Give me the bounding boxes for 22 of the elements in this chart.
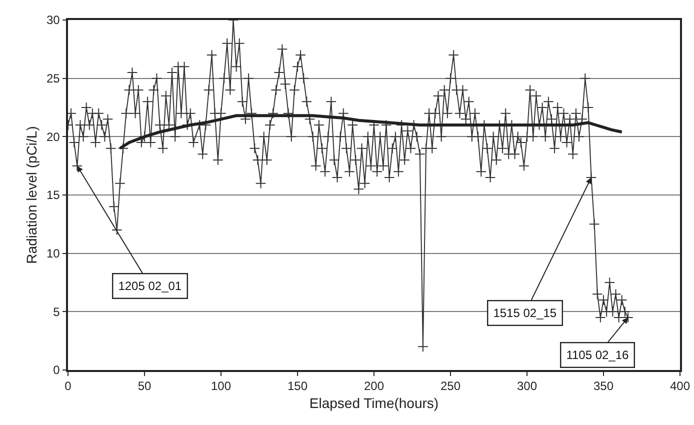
line-series — [118, 114, 624, 150]
x-tick-label: 50 — [138, 379, 152, 394]
x-tick-label: 400 — [670, 379, 690, 394]
annotation: 1105 02_16 — [566, 348, 630, 362]
annotation: 1205 02_01 — [118, 279, 182, 294]
x-tick-label: 0 — [64, 379, 72, 394]
y-tick-label: 20 — [46, 130, 60, 144]
annotation: 1515 02_15 — [493, 306, 557, 320]
y-axis-title: Radiation level (pCi/L) — [24, 126, 40, 264]
y-tick-label: 30 — [46, 13, 60, 28]
y-tick-label: 25 — [46, 72, 60, 86]
y-tick-label: 10 — [46, 246, 60, 261]
x-axis-title: Elapsed Time(hours) — [309, 394, 439, 411]
x-tick-label: 200 — [364, 379, 384, 394]
x-tick-label: 300 — [516, 379, 538, 394]
x-tick-label: 250 — [440, 379, 461, 394]
x-tick-label: 100 — [210, 379, 232, 394]
x-tick-label: 150 — [287, 379, 308, 394]
y-tick-label: 15 — [46, 188, 60, 202]
x-tick-label: 350 — [593, 379, 614, 394]
y-tick-label: 0 — [53, 363, 60, 378]
y-tick-label: 5 — [53, 304, 60, 319]
